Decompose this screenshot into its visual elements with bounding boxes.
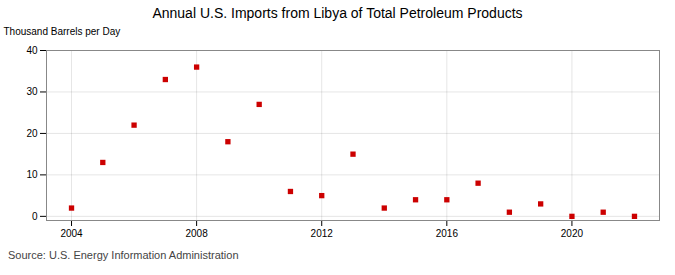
svg-text:Thousand Barrels per Day: Thousand Barrels per Day [4, 26, 121, 37]
svg-text:2012: 2012 [311, 228, 334, 239]
svg-text:20: 20 [26, 128, 38, 139]
svg-text:10: 10 [26, 169, 38, 180]
svg-text:2008: 2008 [185, 228, 208, 239]
svg-text:2004: 2004 [60, 228, 83, 239]
svg-text:40: 40 [26, 45, 38, 56]
svg-text:30: 30 [26, 86, 38, 97]
svg-text:2020: 2020 [561, 228, 584, 239]
svg-text:2016: 2016 [436, 228, 459, 239]
html-text:Annual U.S. Imports from Libya: Annual U.S. Imports from Libya of Total … [152, 5, 523, 21]
html-text:Source: U.S. Energy Informatio: Source: U.S. Energy Information Administ… [8, 249, 239, 261]
svg-text:0: 0 [32, 211, 38, 222]
